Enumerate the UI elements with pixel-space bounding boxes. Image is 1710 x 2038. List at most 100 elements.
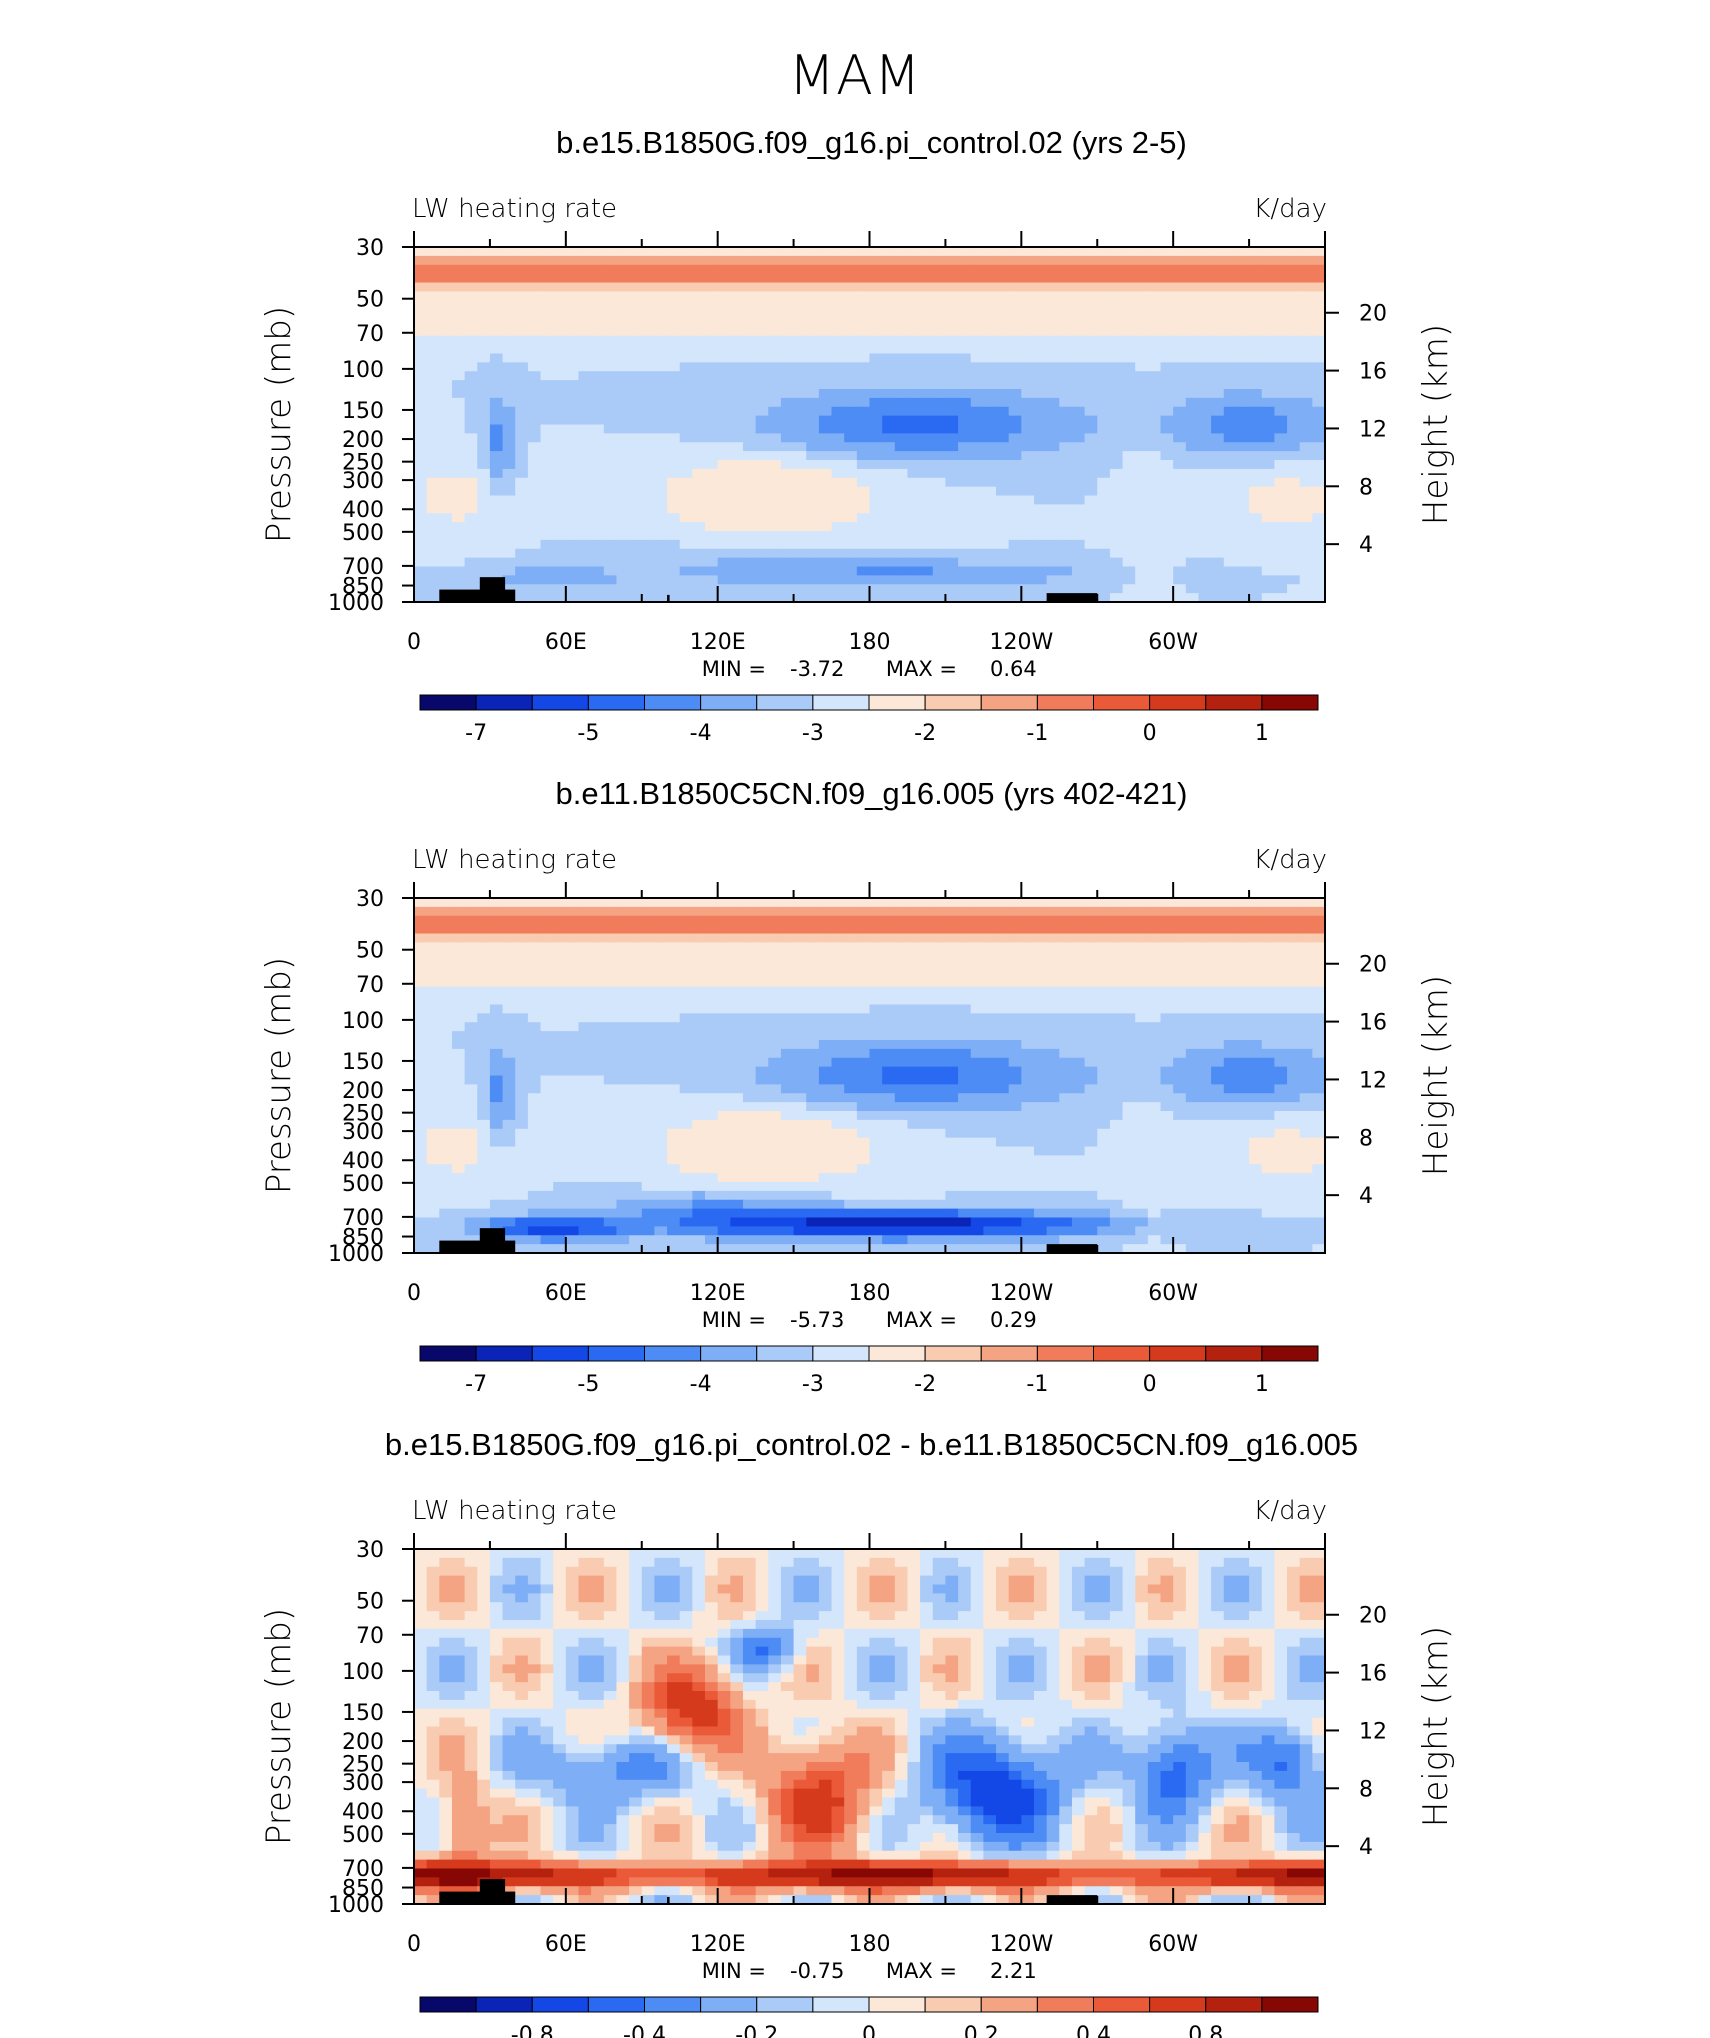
heatmap-cell: [869, 371, 883, 381]
heatmap-cell: [591, 1137, 605, 1148]
heatmap-cell: [1223, 424, 1238, 434]
heatmap-cell: [1287, 522, 1301, 532]
heatmap-cell: [970, 933, 984, 943]
heatmap-cell: [1249, 424, 1263, 434]
heatmap-cell: [1021, 1057, 1035, 1068]
heatmap-cell: [869, 406, 883, 417]
heatmap-cell: [426, 415, 440, 426]
heatmap-cell: [907, 1022, 921, 1032]
heatmap-cell: [578, 557, 592, 568]
heatmap-cell: [1312, 1111, 1326, 1121]
heatmap-cell: [1185, 460, 1200, 470]
heatmap-cell: [831, 460, 845, 470]
heatmap-cell: [1198, 291, 1212, 301]
heatmap-cell: [1059, 513, 1073, 523]
heatmap-cell: [578, 415, 592, 426]
heatmap-cell: [1160, 915, 1174, 926]
heatmap-cell: [1299, 247, 1313, 257]
heatmap-cell: [616, 264, 630, 275]
heatmap-cell: [414, 1013, 428, 1023]
heatmap-cell: [844, 415, 858, 426]
heatmap-cell: [907, 531, 921, 541]
heatmap-cell: [1198, 575, 1212, 585]
y-right-tick-label: 16: [1359, 360, 1387, 385]
heatmap-cell: [464, 522, 478, 532]
heatmap-cell: [1274, 1040, 1288, 1050]
heatmap-cell: [793, 273, 807, 284]
heatmap-cell: [489, 495, 504, 505]
heatmap-cell: [1109, 468, 1124, 479]
heatmap-cell: [717, 593, 731, 603]
heatmap-cell: [882, 1128, 896, 1139]
heatmap-cell: [1299, 915, 1313, 926]
heatmap-cell: [1198, 335, 1212, 346]
heatmap-cell: [844, 951, 858, 961]
heatmap-cell: [1185, 1013, 1200, 1023]
heatmap-cell: [1299, 397, 1313, 408]
heatmap-cell: [1008, 969, 1022, 979]
heatmap-cell: [1249, 933, 1263, 943]
heatmap-cell: [932, 951, 947, 961]
heatmap-cell: [540, 371, 554, 381]
heatmap-cell: [1135, 924, 1149, 935]
heatmap-cell: [1211, 986, 1225, 997]
heatmap-cell: [641, 460, 655, 470]
heatmap-cell: [920, 1057, 934, 1068]
heatmap-cell: [591, 575, 605, 585]
heatmap-cell: [654, 424, 668, 434]
heatmap-cell: [1211, 1075, 1225, 1085]
heatmap-cell: [1312, 389, 1326, 399]
heatmap-cell: [1071, 584, 1086, 594]
heatmap-cell: [755, 942, 769, 952]
heatmap-cell: [1122, 424, 1136, 434]
heatmap-cell: [439, 951, 453, 961]
heatmap-cell: [894, 548, 909, 559]
heatmap-cell: [705, 1119, 719, 1130]
heatmap-cell: [603, 539, 618, 550]
heatmap-cell: [527, 1022, 542, 1032]
heatmap-cell: [780, 1048, 795, 1059]
heatmap-cell: [869, 247, 883, 257]
heatmap-cell: [730, 513, 744, 523]
heatmap-cell: [629, 977, 643, 988]
heatmap-cell: [692, 353, 706, 363]
heatmap-cell: [629, 995, 643, 1006]
heatmap-cell: [742, 460, 757, 470]
heatmap-cell: [1071, 915, 1086, 926]
heatmap-cell: [958, 300, 972, 310]
heatmap-cell: [477, 933, 491, 943]
y-tick-label: 150: [342, 399, 384, 424]
heatmap-cell: [882, 460, 896, 470]
heatmap-cell: [1135, 960, 1149, 970]
heatmap-cell: [717, 995, 731, 1006]
heatmap-cell: [780, 477, 795, 488]
heatmap-cell: [1147, 504, 1162, 514]
heatmap-cell: [1261, 318, 1275, 328]
heatmap-cell: [1223, 433, 1238, 443]
heatmap-cell: [831, 380, 845, 390]
heatmap-cell: [1097, 318, 1111, 328]
heatmap-cell: [515, 933, 529, 943]
heatmap-cell: [958, 933, 972, 943]
heatmap-cell: [667, 1093, 681, 1103]
heatmap-cell: [1097, 495, 1111, 505]
heatmap-cell: [654, 548, 668, 559]
heatmap-cell: [667, 477, 681, 488]
heatmap-cell: [629, 898, 643, 908]
heatmap-cell: [768, 1022, 782, 1032]
heatmap-cell: [793, 397, 807, 408]
heatmap-cell: [641, 1048, 655, 1059]
heatmap-cell: [426, 906, 440, 917]
heatmap-cell: [844, 424, 858, 434]
heatmap-cell: [1223, 969, 1238, 979]
heatmap-cell: [1274, 548, 1288, 559]
heatmap-cell: [958, 1075, 972, 1085]
heatmap-cell: [730, 406, 744, 417]
heatmap-cell: [1021, 1102, 1035, 1112]
heatmap-cell: [983, 433, 997, 443]
heatmap-cell: [1122, 495, 1136, 505]
heatmap-cell: [565, 1084, 580, 1094]
heatmap-cell: [414, 451, 428, 461]
heatmap-cell: [1008, 1128, 1022, 1139]
heatmap-cell: [907, 291, 921, 301]
